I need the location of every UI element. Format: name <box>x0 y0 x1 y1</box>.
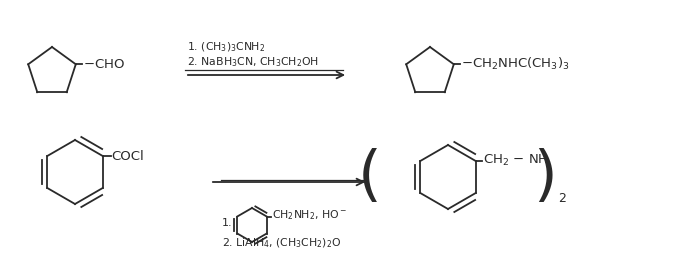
Text: COCl: COCl <box>112 150 144 163</box>
Text: CH$_2$ $-$ NH: CH$_2$ $-$ NH <box>483 152 548 168</box>
Text: 2. NaBH$_3$CN, CH$_3$CH$_2$OH: 2. NaBH$_3$CN, CH$_3$CH$_2$OH <box>187 55 319 69</box>
Text: 1. (CH$_3$)$_3$CNH$_2$: 1. (CH$_3$)$_3$CNH$_2$ <box>187 40 265 54</box>
Text: $-$CHO: $-$CHO <box>83 58 125 71</box>
Text: CH$_2$NH$_2$, HO$^-$: CH$_2$NH$_2$, HO$^-$ <box>272 209 346 222</box>
Text: 2. LiAlH$_4$, (CH$_3$CH$_2$)$_2$O: 2. LiAlH$_4$, (CH$_3$CH$_2$)$_2$O <box>222 236 342 250</box>
Text: 1.: 1. <box>222 218 232 228</box>
Text: $-$CH$_2$NHC(CH$_3$)$_3$: $-$CH$_2$NHC(CH$_3$)$_3$ <box>461 56 569 72</box>
Text: ): ) <box>533 147 557 206</box>
Text: 2: 2 <box>558 193 566 206</box>
Text: (: ( <box>358 147 382 206</box>
